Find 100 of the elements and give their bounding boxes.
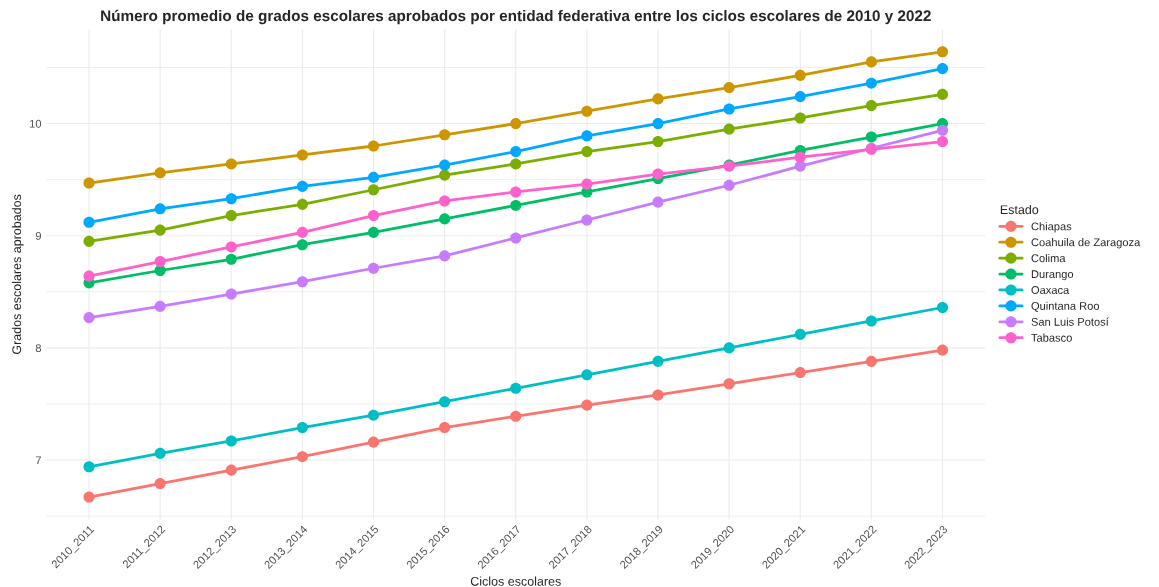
- y-tick-label: 10: [29, 119, 42, 128]
- point: [865, 315, 877, 327]
- point: [296, 276, 308, 288]
- point: [581, 214, 593, 226]
- point: [225, 209, 237, 222]
- point: [652, 389, 664, 401]
- point: [367, 409, 380, 421]
- point: [652, 118, 664, 130]
- point: [439, 195, 451, 207]
- point: [510, 232, 522, 244]
- point: [652, 135, 664, 148]
- point: [296, 451, 308, 463]
- point: [296, 149, 308, 161]
- point: [154, 224, 166, 236]
- point: [865, 77, 877, 89]
- point: [154, 478, 166, 490]
- point: [367, 209, 380, 222]
- legend-title: Estado: [1000, 204, 1039, 215]
- point: [510, 146, 522, 158]
- point: [439, 169, 451, 181]
- point: [83, 216, 95, 228]
- point: [723, 342, 735, 354]
- point: [936, 135, 949, 148]
- point: [225, 193, 237, 205]
- legend-label: Durango: [1031, 270, 1074, 281]
- point: [225, 241, 237, 253]
- legend-label: San Luis Potosí: [1031, 317, 1109, 326]
- point: [510, 186, 522, 198]
- point: [794, 91, 806, 103]
- point: [510, 410, 522, 422]
- point: [581, 399, 593, 411]
- point: [936, 88, 949, 100]
- point: [83, 177, 95, 189]
- point: [296, 180, 308, 192]
- point: [794, 112, 806, 124]
- point: [225, 288, 237, 300]
- point: [83, 235, 95, 247]
- point: [367, 226, 380, 238]
- legend-label: Quintana Roo: [1031, 301, 1100, 312]
- point: [225, 158, 237, 170]
- y-tick-label: 9: [35, 231, 41, 240]
- point: [296, 239, 308, 251]
- point: [367, 171, 380, 183]
- point: [154, 203, 166, 215]
- legend-label: Oaxaca: [1031, 286, 1070, 294]
- point: [439, 421, 451, 434]
- point: [794, 69, 806, 81]
- point: [296, 421, 308, 434]
- point: [367, 262, 380, 274]
- point: [439, 159, 451, 171]
- point: [581, 105, 593, 117]
- point: [83, 270, 95, 282]
- point: [510, 382, 522, 394]
- point: [367, 184, 380, 196]
- point: [723, 378, 735, 390]
- y-tick-label: 8: [35, 344, 42, 353]
- y-tick-label: 7: [35, 456, 41, 465]
- point: [936, 344, 949, 356]
- point: [652, 196, 664, 208]
- legend-label: Chiapas: [1031, 222, 1072, 233]
- point: [439, 129, 451, 141]
- point: [581, 178, 593, 190]
- point: [581, 130, 593, 142]
- point: [865, 56, 877, 68]
- legend-label: Tabasco: [1031, 333, 1072, 342]
- point: [439, 250, 451, 262]
- point: [865, 355, 877, 367]
- chart-title: Número promedio de grados escolares aprobados por entidad federativa entre los ciclos escolares de 2010 y 2022: [101, 9, 931, 25]
- point: [367, 436, 380, 448]
- point: [723, 123, 735, 135]
- point: [154, 300, 166, 312]
- point: [936, 46, 949, 58]
- point: [225, 253, 237, 265]
- point: [652, 93, 664, 105]
- y-axis-title: Grados escolares aprobados: [11, 194, 24, 355]
- point: [652, 355, 664, 367]
- point: [794, 151, 806, 163]
- point: [154, 167, 166, 179]
- point: [723, 103, 735, 115]
- point: [367, 140, 380, 152]
- point: [865, 100, 877, 112]
- point: [652, 168, 664, 180]
- point: [936, 301, 949, 314]
- point: [794, 328, 806, 340]
- point: [510, 199, 522, 211]
- point: [296, 198, 308, 210]
- point: [581, 369, 593, 381]
- point: [936, 124, 949, 136]
- point: [225, 435, 237, 447]
- point: [794, 367, 806, 379]
- point: [154, 255, 166, 268]
- legend-label: Colima: [1031, 253, 1066, 263]
- point: [510, 158, 522, 170]
- point: [83, 491, 95, 503]
- point: [83, 312, 95, 324]
- legend-label: Coahuila de Zaragoza: [1031, 238, 1141, 249]
- point: [936, 63, 949, 75]
- point: [581, 146, 593, 158]
- point: [154, 447, 166, 459]
- point: [865, 131, 877, 143]
